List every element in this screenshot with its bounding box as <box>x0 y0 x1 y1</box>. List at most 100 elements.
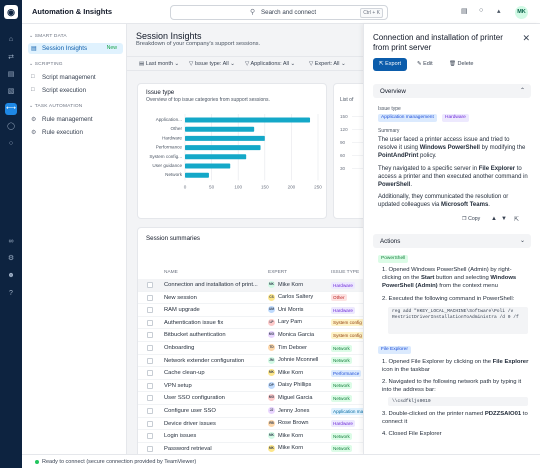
close-icon[interactable]: ✕ <box>522 33 530 43</box>
delete-button[interactable]: 🗑 Delete <box>449 61 474 67</box>
expert-cell: MK Mike Korn <box>268 444 330 454</box>
filter-applications[interactable]: ▽ Applications: All ⌄ <box>245 61 296 67</box>
issue-type-badge: Application ma... <box>331 407 363 415</box>
share-icon[interactable]: ⇱ <box>514 217 520 223</box>
app-logo-icon[interactable]: ◉ <box>4 5 18 19</box>
edit-button[interactable]: ✎ Edit <box>417 61 433 67</box>
user-avatar[interactable]: MK <box>515 6 528 19</box>
row-checkbox[interactable] <box>147 408 153 414</box>
row-checkbox[interactable] <box>147 282 153 288</box>
session-name: Login issues <box>164 433 197 440</box>
device-icon[interactable]: ▧ <box>7 88 15 95</box>
bar[interactable] <box>185 135 265 141</box>
issue-type-badge: Network <box>331 382 352 390</box>
bar[interactable] <box>185 163 231 169</box>
sidebar-item-rule-execution[interactable]: ⚙ Rule execution <box>31 129 83 136</box>
row-checkbox[interactable] <box>147 319 153 326</box>
table-row[interactable]: Configure user SSO JJ Jenny Jones Applicati… <box>138 405 363 418</box>
bar[interactable] <box>185 154 247 160</box>
table-row[interactable]: Device driver issues RB Rose Brown Hardware <box>138 418 363 431</box>
sidebar-item-rule-management[interactable]: ⚙ Rule management <box>31 116 93 123</box>
search-input[interactable]: ⚲ Search and connect Ctrl + K <box>170 5 388 20</box>
session-name: Device driver issues <box>164 420 216 427</box>
expert-avatar: MK <box>268 281 275 288</box>
home-icon[interactable]: ⌂ <box>8 36 14 43</box>
session-name: User SSO configuration <box>164 395 225 402</box>
table-row[interactable]: Onboarding TD Tim Deboer Network <box>138 342 363 355</box>
expert-cell: DP Daisy Phillips <box>268 381 330 391</box>
thumbs-up-icon[interactable]: ▲ <box>491 216 497 222</box>
filter-date[interactable]: ▤ Last month ⌄ <box>139 61 180 67</box>
summary-p1: The user faced a printer access issue an… <box>378 137 526 159</box>
table-row[interactable]: Login issues MK Mike Korn Network <box>138 430 363 443</box>
monitor-icon[interactable]: ▤ <box>7 71 15 78</box>
row-checkbox[interactable] <box>147 307 153 314</box>
link-icon[interactable]: ∞ <box>8 238 14 245</box>
actions-accordion[interactable]: Actions ⌄ <box>373 234 531 248</box>
expert-avatar: JJ <box>268 407 275 414</box>
filter-issue-type[interactable]: ▽ Issue type: All ⌄ <box>189 61 235 67</box>
row-checkbox[interactable] <box>147 332 153 339</box>
table-row[interactable]: Authentication issue fix LP Lary Pam System… <box>138 317 363 330</box>
expert-cell: JM Johnie Mconnell <box>268 356 330 366</box>
table-row[interactable]: Cache clean-up MK Mike Korn Performance <box>138 367 363 380</box>
expert-name: Tim Deboer <box>278 344 308 351</box>
row-checkbox[interactable] <box>147 370 153 377</box>
thumbs-down-icon[interactable]: ▼ <box>501 216 507 222</box>
second-chart: 150 120 90 60 30 <box>340 114 363 171</box>
col-expert[interactable]: EXPERT <box>268 270 288 275</box>
table-row[interactable]: Bitbucket authentication MG Monica Garcia S… <box>138 329 363 342</box>
issue-type-card: Issue type Overview of top issue categor… <box>137 83 327 219</box>
shield-icon[interactable]: ◯ <box>7 123 15 130</box>
table-row[interactable]: New session CS Carlos Saltery Other <box>138 292 363 305</box>
chat-icon[interactable]: ○ <box>479 7 484 14</box>
chevron-down-icon: ⌄ <box>341 61 346 67</box>
row-checkbox[interactable] <box>147 420 153 427</box>
bell-icon[interactable]: ▴ <box>497 8 501 15</box>
row-checkbox[interactable] <box>147 433 153 440</box>
row-checkbox[interactable] <box>147 445 153 452</box>
table-row[interactable]: RAM upgrade UM Uni Morris Hardware <box>138 304 363 317</box>
expert-cell: MK Mike Korn <box>268 369 330 378</box>
insights-icon[interactable]: ○ <box>8 140 14 147</box>
col-name[interactable]: NAME <box>164 270 178 275</box>
row-checkbox[interactable] <box>147 294 153 301</box>
row-checkbox[interactable] <box>147 357 153 364</box>
table-row[interactable]: User SSO configuration MG Miguel Garcia Net… <box>138 392 363 405</box>
transfer-icon[interactable]: ⇄ <box>8 54 14 61</box>
expert-avatar: MK <box>268 369 275 377</box>
bar[interactable] <box>185 126 255 132</box>
bar[interactable] <box>185 172 209 178</box>
overview-accordion[interactable]: Overview ⌃ <box>373 84 531 98</box>
table-row[interactable]: Password retrieval MK Mike Korn Network <box>138 443 363 454</box>
bar[interactable] <box>185 117 311 123</box>
row-checkbox[interactable] <box>147 395 153 402</box>
settings-icon[interactable]: ⚙ <box>7 255 15 262</box>
table-row[interactable]: VPN setup DP Daisy Phillips Network <box>138 380 363 393</box>
col-issue-type[interactable]: ISSUE TYPE <box>331 270 360 275</box>
x-tick-label: 250 <box>314 184 322 189</box>
session-name: RAM upgrade <box>164 307 200 314</box>
table-row[interactable]: Network extender configuration JM Johnie M… <box>138 355 363 368</box>
chevron-down-icon: ⌄ <box>290 61 296 67</box>
automation-icon[interactable]: ⟷ <box>5 103 17 115</box>
issue-type-badge: Hardware <box>331 281 355 289</box>
filter-expert[interactable]: ▽ Expert: All ⌄ <box>309 61 346 67</box>
issue-type-badge: Network <box>331 394 352 402</box>
expert-name: Carlos Saltery <box>278 294 314 301</box>
table-row[interactable]: Connection and installation of print... M… <box>138 279 363 292</box>
clipboard-icon[interactable]: ▤ <box>461 8 468 15</box>
export-button[interactable]: ⇱ Export <box>373 58 407 71</box>
help-icon[interactable]: ? <box>9 290 13 297</box>
row-checkbox[interactable] <box>147 382 153 389</box>
copy-button[interactable]: ❐ Copy <box>462 216 481 222</box>
bar[interactable] <box>185 145 261 151</box>
sidebar-item-script-management[interactable]: □ Script management <box>31 74 96 81</box>
row-checkbox[interactable] <box>147 345 153 351</box>
expert-name: Mike Korn <box>278 281 304 288</box>
issue-type-badge: Network <box>331 445 352 453</box>
sidebar-item-session-insights[interactable]: ▤ Session Insights New <box>28 43 123 54</box>
users-icon[interactable]: ☻ <box>7 272 15 279</box>
sidebar-item-script-execution[interactable]: □ Script execution <box>31 87 87 94</box>
expert-avatar: TD <box>268 344 275 351</box>
